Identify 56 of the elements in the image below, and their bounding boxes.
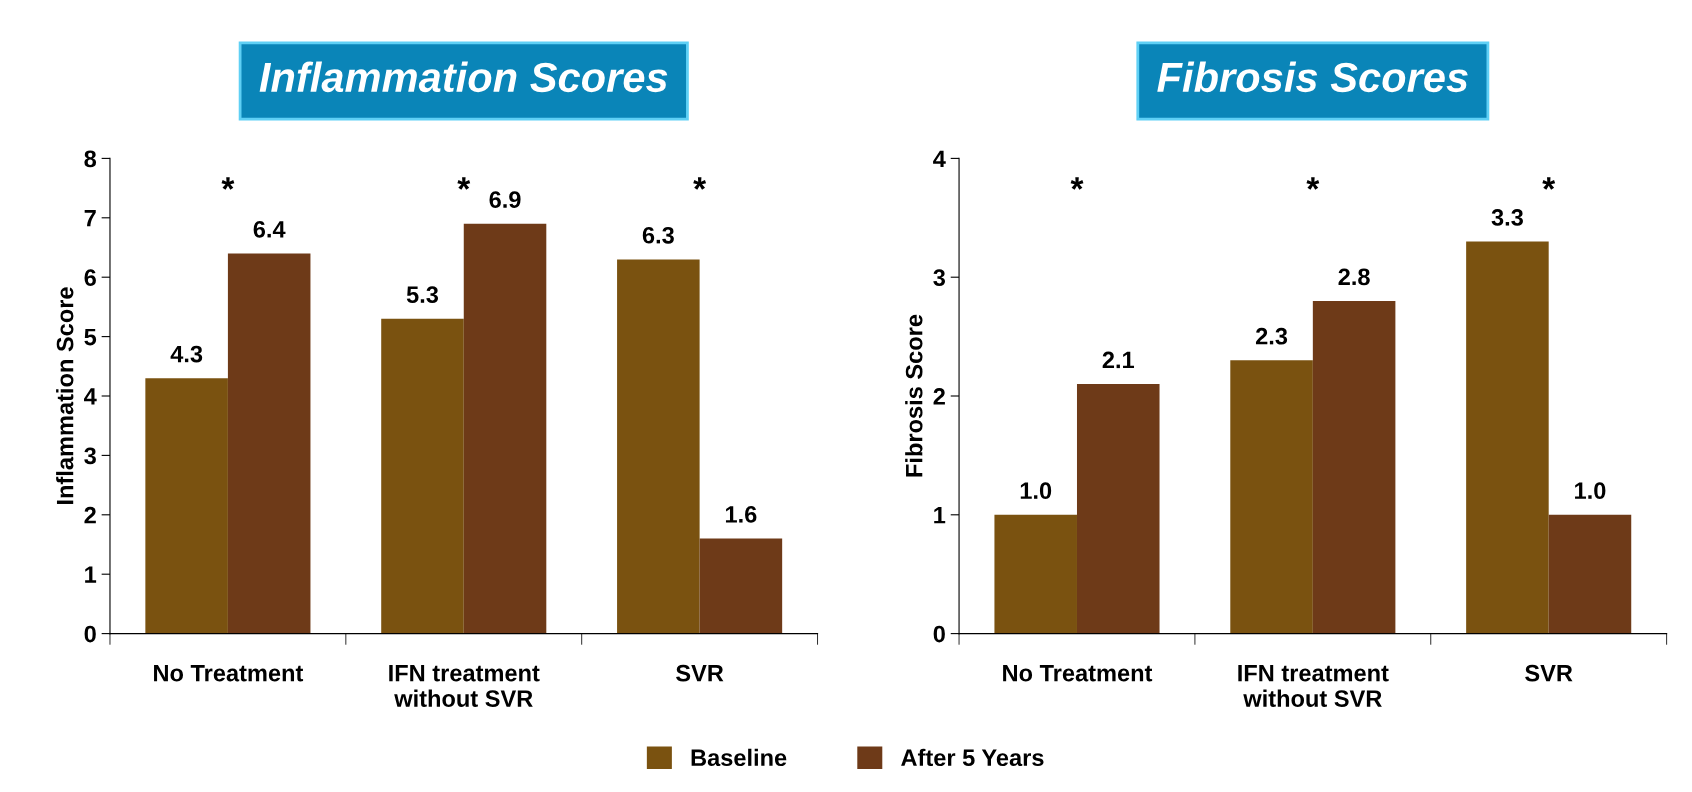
bar bbox=[1076, 384, 1160, 634]
data-label: 3.3 bbox=[1491, 209, 1523, 226]
bar bbox=[994, 514, 1077, 634]
x-tick-label: SVR bbox=[1525, 664, 1573, 682]
x-tick-label: IFN treatment without SVR bbox=[1238, 665, 1389, 707]
data-label: 6.3 bbox=[642, 226, 674, 244]
y-tick-label: 8 bbox=[84, 150, 97, 168]
bar bbox=[463, 223, 547, 634]
y-tick-label: 6 bbox=[84, 269, 96, 286]
data-label: 2.3 bbox=[1255, 327, 1288, 345]
legend-label: After 5 Years bbox=[901, 748, 1044, 767]
chart-title: Fibrosis Scores bbox=[1157, 61, 1468, 93]
bar bbox=[617, 259, 700, 634]
annotation: * bbox=[1542, 177, 1556, 190]
bar bbox=[227, 253, 311, 634]
y-axis-title: Fibrosis Score bbox=[905, 314, 923, 477]
bar bbox=[145, 378, 228, 634]
y-tick-label: 2 bbox=[933, 388, 945, 405]
data-label: 6.4 bbox=[253, 220, 286, 238]
data-label: 6.9 bbox=[489, 191, 521, 208]
data-label: 1.0 bbox=[1020, 482, 1052, 500]
x-tick-label: SVR bbox=[676, 664, 724, 682]
data-label: 1.6 bbox=[725, 506, 757, 523]
annotation: * bbox=[693, 177, 707, 190]
x-tick-label: No Treatment bbox=[1003, 665, 1153, 682]
annotation: * bbox=[1070, 177, 1084, 190]
bar bbox=[381, 318, 464, 634]
bar bbox=[1312, 300, 1396, 634]
data-label: 1.0 bbox=[1575, 482, 1606, 500]
y-tick-label: 0 bbox=[84, 625, 96, 643]
annotation: * bbox=[457, 177, 471, 190]
data-label: 5.3 bbox=[406, 286, 439, 304]
y-axis-title: Inflammation Score bbox=[56, 287, 74, 504]
chart-title: Inflammation Scores bbox=[259, 61, 668, 93]
y-tick-label: 4 bbox=[84, 388, 97, 405]
annotation: * bbox=[1306, 177, 1320, 190]
data-label: 2.8 bbox=[1338, 268, 1370, 286]
y-tick-label: 0 bbox=[933, 625, 945, 643]
y-tick-label: 7 bbox=[84, 210, 96, 227]
y-tick-label: 5 bbox=[84, 328, 97, 346]
data-label: 4.3 bbox=[170, 345, 203, 363]
bar bbox=[1466, 241, 1549, 634]
x-tick-label: IFN treatment without SVR bbox=[389, 665, 540, 707]
data-label: 2.1 bbox=[1102, 351, 1135, 369]
x-tick-label: No Treatment bbox=[154, 665, 304, 682]
bar bbox=[699, 538, 783, 634]
annotation: * bbox=[221, 177, 235, 190]
y-tick-label: 1 bbox=[85, 566, 97, 583]
y-tick-label: 4 bbox=[933, 150, 946, 167]
y-tick-label: 2 bbox=[84, 506, 96, 524]
y-tick-label: 3 bbox=[933, 269, 946, 287]
bar bbox=[1230, 360, 1313, 634]
y-tick-label: 3 bbox=[84, 447, 96, 465]
legend-label: Baseline bbox=[691, 748, 787, 767]
y-tick-label: 1 bbox=[934, 507, 946, 524]
bar bbox=[1548, 514, 1632, 634]
